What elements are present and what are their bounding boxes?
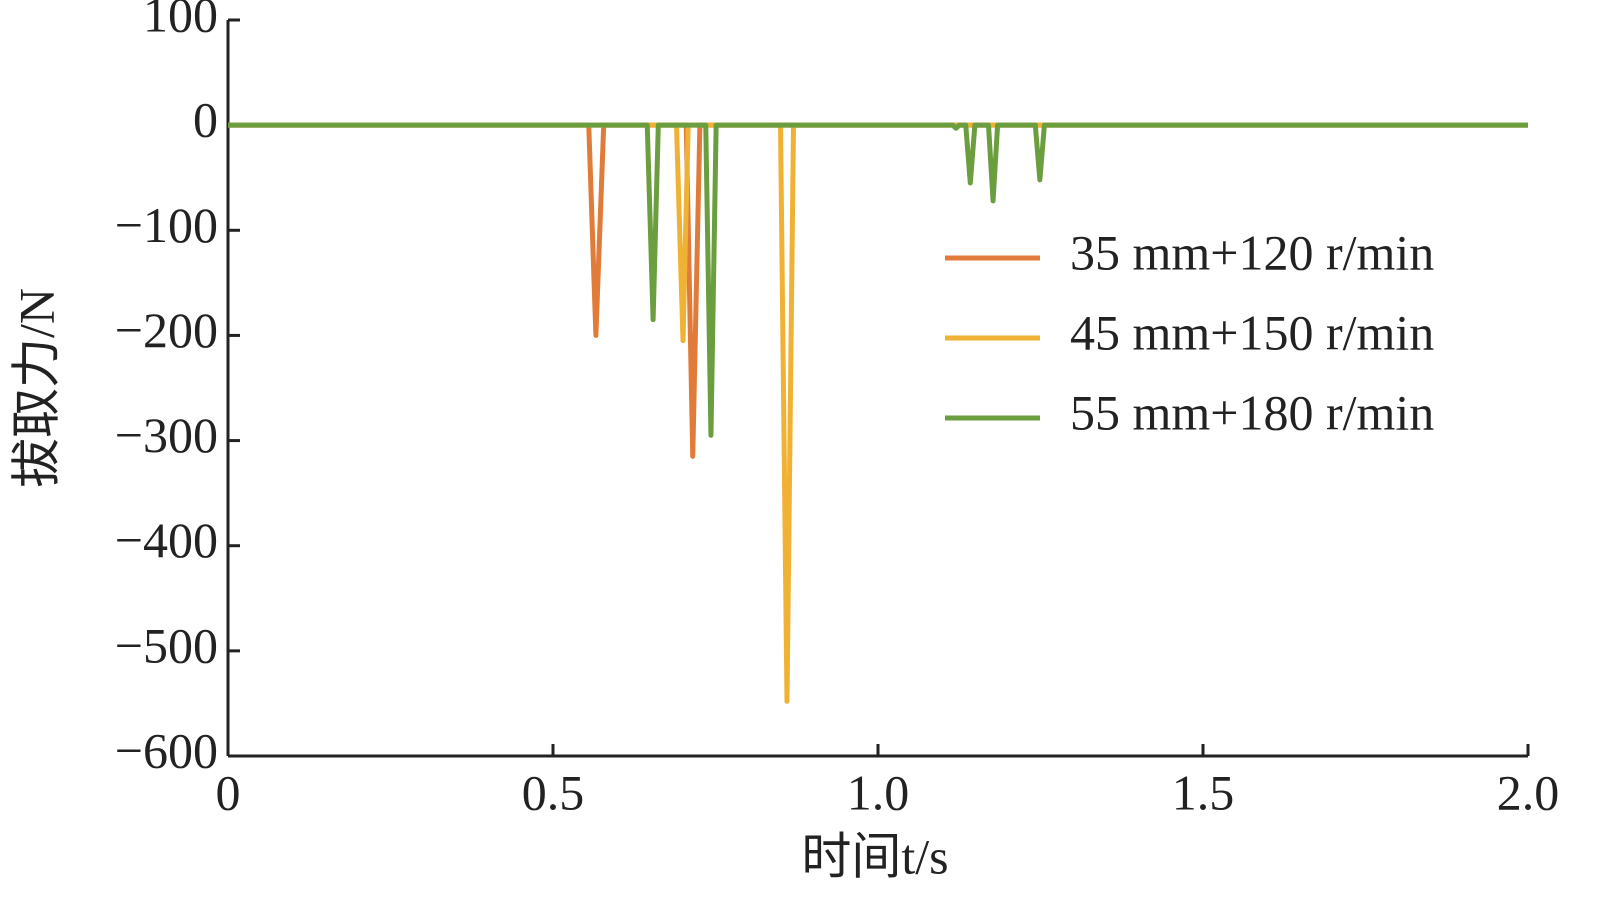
y-axis-label: 拔取力/N (8, 288, 64, 488)
x-tick-label: 0.5 (522, 764, 585, 820)
y-tick-label: −500 (115, 617, 218, 673)
x-tick-label: 1.0 (847, 764, 910, 820)
x-tick-label: 2.0 (1497, 764, 1560, 820)
y-tick-label: −100 (115, 197, 218, 253)
y-tick-label: −300 (115, 407, 218, 463)
series-line (228, 122, 1528, 438)
y-tick-label: 100 (143, 0, 218, 42)
x-tick-label: 1.5 (1172, 764, 1235, 820)
y-tick-label: −400 (115, 512, 218, 568)
legend-label: 35 mm+120 r/min (1070, 224, 1434, 280)
legend-label: 45 mm+150 r/min (1070, 304, 1434, 360)
x-tick-label: 0 (216, 764, 241, 820)
y-tick-label: −200 (115, 302, 218, 358)
legend-label: 55 mm+180 r/min (1070, 384, 1434, 440)
y-tick-label: −600 (115, 722, 218, 778)
x-axis-label: 时间t/s (801, 828, 948, 884)
y-tick-label: 0 (193, 92, 218, 148)
